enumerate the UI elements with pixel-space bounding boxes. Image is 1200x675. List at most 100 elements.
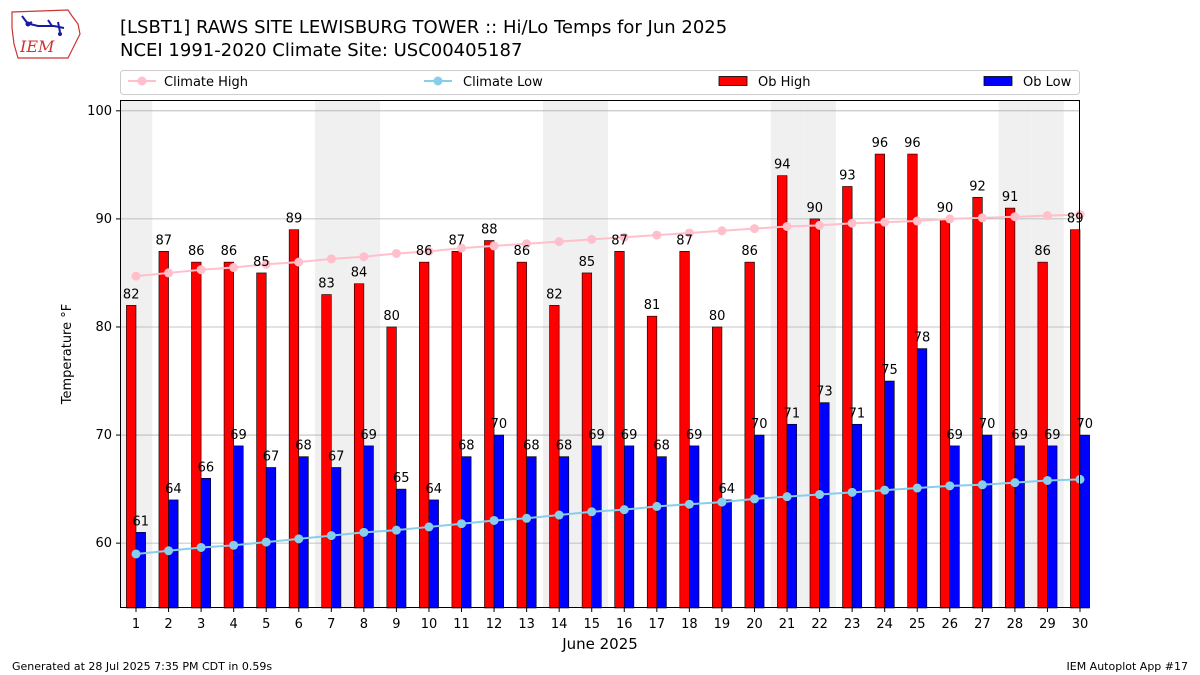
climate-high-point — [684, 228, 694, 238]
ob-high-bar — [646, 315, 658, 609]
ob-low-label: 70 — [491, 417, 508, 432]
ob-high-bar — [1004, 207, 1016, 609]
x-tick-label: 28 — [1007, 617, 1024, 632]
ob-high-bar — [972, 196, 983, 609]
ob-high-label: 86 — [741, 244, 758, 259]
climate-high-point — [815, 220, 825, 230]
ob-low-label: 70 — [979, 417, 996, 432]
bars — [126, 153, 1090, 609]
ob-low-bar — [916, 348, 928, 609]
x-tick-label: 6 — [295, 617, 303, 632]
climate-high-point — [261, 259, 271, 269]
climate-high-line — [135, 213, 1081, 278]
ob-high-label: 94 — [774, 158, 791, 173]
ob-low-label: 70 — [751, 417, 768, 432]
x-tick-label: 20 — [746, 617, 763, 632]
ob-low-bar — [558, 456, 570, 609]
legend-label: Ob Low — [1023, 75, 1072, 90]
ob-high-label: 85 — [579, 255, 596, 270]
x-tick-label: 24 — [876, 617, 893, 632]
ob-high-bar — [353, 283, 365, 609]
climate-high-point — [717, 226, 727, 236]
climate-low-point — [749, 494, 759, 504]
climate-high-point — [945, 214, 955, 224]
ob-low-label: 73 — [816, 385, 833, 400]
legend-label: Ob High — [758, 75, 811, 90]
climate-high-point — [977, 213, 987, 223]
legend-frame — [120, 70, 1080, 95]
ob-low-label: 71 — [784, 406, 801, 421]
climate-low-point — [522, 513, 532, 523]
iem-logo: IEM — [11, 9, 81, 59]
climate-high-point — [391, 248, 401, 258]
climate-high-point — [1010, 212, 1020, 222]
ob-low-label: 68 — [523, 439, 540, 454]
climate-low-point — [945, 481, 955, 491]
x-tick-label: 21 — [779, 617, 796, 632]
climate-high-point — [522, 239, 532, 249]
y-tick-label: 90 — [95, 212, 112, 227]
ob-low-label: 67 — [263, 449, 280, 464]
x-tick-label: 9 — [392, 617, 400, 632]
ob-low-label: 68 — [556, 439, 573, 454]
x-tick-label: 15 — [583, 617, 600, 632]
ob-high-bar — [419, 261, 430, 609]
ob-high-label: 87 — [448, 233, 465, 248]
climate-high-point — [880, 217, 890, 227]
climate-low-point — [1042, 475, 1052, 485]
ob-high-bar — [191, 261, 202, 609]
ob-high-label: 92 — [969, 179, 986, 194]
x-tick-label: 16 — [616, 617, 633, 632]
ob-high-label: 86 — [188, 244, 205, 259]
climate-low-point — [131, 549, 141, 559]
x-tick-label: 25 — [909, 617, 926, 632]
ob-high-label: 87 — [611, 233, 628, 248]
climate-low-point — [815, 490, 825, 500]
y-tick-label: 70 — [95, 428, 112, 443]
ob-high-label: 86 — [416, 244, 433, 259]
ob-high-label: 85 — [253, 255, 270, 270]
climate-low-point — [912, 483, 922, 493]
ob-high-bar — [777, 175, 788, 609]
ob-low-label: 66 — [198, 460, 215, 475]
climate-low-point — [359, 527, 369, 537]
ob-low-label: 64 — [165, 482, 182, 497]
ob-high-label: 84 — [351, 266, 368, 281]
ob-low-bar — [363, 445, 374, 609]
ob-low-bar — [689, 445, 700, 609]
ob-high-bar — [256, 272, 267, 609]
ob-high-label: 83 — [318, 277, 335, 292]
climate-low-point — [261, 537, 271, 547]
legend-ob-high: Ob High — [718, 75, 811, 90]
climate-high-point — [164, 268, 174, 278]
ob-low-label: 69 — [230, 428, 247, 443]
climate-high-point — [294, 257, 304, 267]
ob-high-bar — [451, 251, 462, 609]
ob-low-bar — [884, 380, 895, 609]
x-tick-label: 30 — [1072, 617, 1089, 632]
ob-low-bar — [949, 445, 960, 609]
legend-climate-high: Climate High — [128, 75, 248, 90]
ob-low-label: 70 — [1077, 417, 1094, 432]
ob-low-label: 64 — [425, 482, 442, 497]
ob-high-label: 80 — [383, 309, 400, 324]
ob-low-bar — [819, 402, 830, 609]
ob-high-label: 91 — [1002, 190, 1019, 205]
ob-high-label: 80 — [709, 309, 726, 324]
ob-high-label: 87 — [676, 233, 693, 248]
climate-low-point — [619, 505, 629, 515]
ob-low-label: 69 — [1044, 428, 1061, 443]
climate-high-point — [457, 243, 467, 253]
ob-high-label: 89 — [1067, 212, 1084, 227]
climate-low-point — [457, 519, 467, 529]
ob-low-bar — [396, 488, 407, 609]
ob-low-bar — [721, 499, 732, 609]
x-tick-label: 22 — [811, 617, 828, 632]
ob-high-bar — [842, 186, 853, 609]
ob-high-label: 87 — [155, 233, 172, 248]
ob-low-bar — [526, 456, 537, 609]
ob-high-label: 82 — [123, 287, 140, 302]
ob-low-label: 78 — [914, 331, 931, 346]
climate-low-point — [229, 540, 239, 550]
x-tick-label: 10 — [421, 617, 438, 632]
